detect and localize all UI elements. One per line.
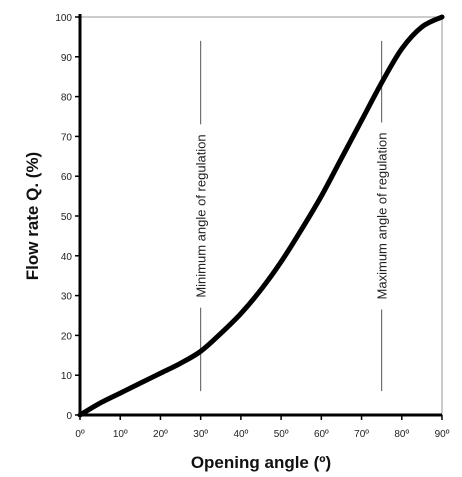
annotation-layer: Minimum angle of regulation Maximum angle…	[194, 40, 390, 392]
axis-layer	[78, 14, 442, 417]
y-tick-label: 30	[61, 292, 73, 303]
series-layer	[77, 14, 445, 418]
x-tick-label: 60º	[314, 429, 329, 440]
y-tick-label: 70	[61, 132, 73, 143]
tick-layer: 0 10 20 30 40 50 60 70 80 90 100 0º 10º 20º 30º 40º 50º 6…	[55, 13, 449, 440]
y-axis-title: Flow rate Q. (%)	[23, 152, 42, 280]
x-tick-label: 70º	[354, 429, 369, 440]
y-tick-label: 40	[61, 252, 73, 263]
x-tick-label: 0º	[75, 429, 85, 440]
x-tick-label: 90º	[435, 429, 450, 440]
x-tick-label: 30º	[193, 429, 208, 440]
x-tick-label: 50º	[274, 429, 289, 440]
x-tick-label: 20º	[153, 429, 168, 440]
y-tick-label: 10	[61, 371, 73, 382]
x-tick-label: 10º	[113, 429, 128, 440]
x-axis-title: Opening angle (º)	[191, 453, 331, 472]
x-tick-label: 40º	[233, 429, 248, 440]
y-tick-label: 50	[61, 212, 73, 223]
y-tick-label: 0	[66, 411, 72, 422]
flow-rate-curve	[77, 14, 445, 418]
y-tick-label: 60	[61, 172, 73, 183]
x-tick-label: 80º	[394, 429, 409, 440]
y-tick-label: 80	[61, 93, 73, 104]
y-tick-label: 100	[55, 13, 72, 24]
annotation-label: Minimum angle of regulation	[194, 134, 209, 297]
y-tick-label: 90	[61, 53, 73, 64]
annotation-label: Maximum angle of regulation	[375, 133, 390, 300]
regulation-annotation: Minimum angle of regulation	[194, 40, 209, 392]
y-tick-label: 20	[61, 331, 73, 342]
